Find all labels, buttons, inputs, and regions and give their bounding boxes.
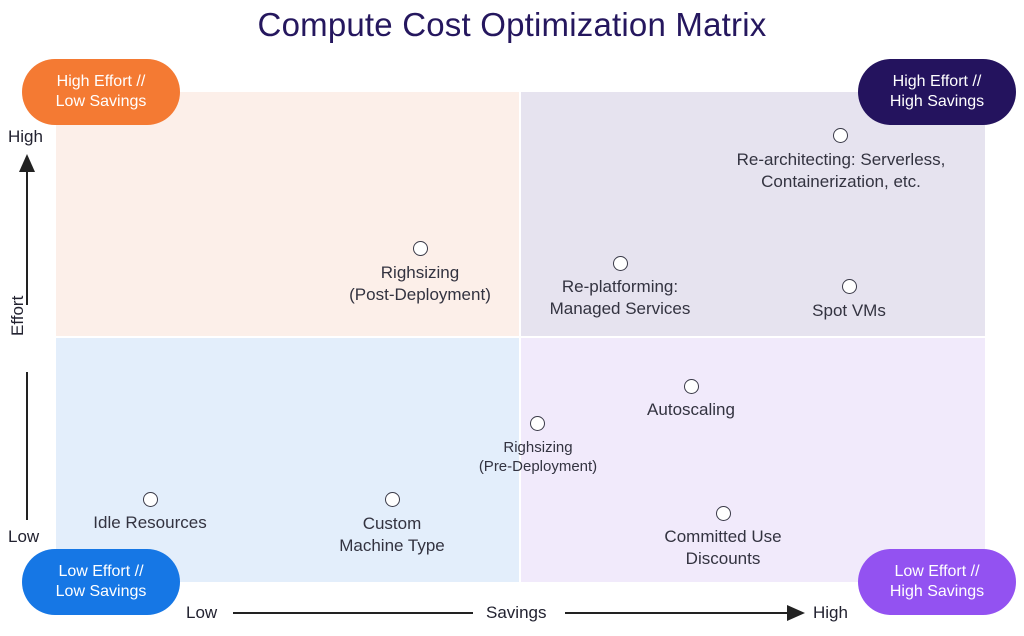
- quadrant-high-effort-low-savings: [56, 92, 519, 336]
- point-marker-rightsizing-post: [413, 241, 428, 256]
- point-label-rearchitecting: Re-architecting: Serverless, Containeriza…: [736, 150, 946, 191]
- quadrant-label-line1: Low Effort //: [58, 563, 144, 580]
- point-label-rightsizing-post: Righsizing (Post-Deployment): [349, 263, 491, 304]
- quadrant-low-effort-low-savings: [56, 338, 519, 582]
- point-label-autoscaling: Autoscaling: [647, 400, 735, 419]
- quadrant-label-low-effort-low-savings: Low Effort // Low Savings: [22, 549, 180, 615]
- quadrant-label-line1: High Effort //: [892, 73, 982, 90]
- quadrant-label-line2: Low Savings: [55, 93, 147, 110]
- x-axis-arrow-icon: [787, 605, 805, 621]
- point-marker-rearchitecting: [833, 128, 848, 143]
- y-axis-high-label: High: [8, 127, 43, 146]
- y-axis-title: Effort: [8, 295, 27, 336]
- quadrant-label-line2: High Savings: [889, 583, 985, 600]
- point-marker-autoscaling: [684, 379, 699, 394]
- quadrant-label-low-effort-high-savings: Low Effort // High Savings: [858, 549, 1016, 615]
- point-marker-idle-resources: [143, 492, 158, 507]
- y-axis-line-lower: [26, 372, 28, 520]
- quadrant-label-line1: Low Effort //: [894, 563, 980, 580]
- x-axis-low-label: Low: [186, 603, 218, 622]
- quadrant-label-line2: High Savings: [889, 93, 985, 110]
- quadrant-high-effort-high-savings: [521, 92, 985, 336]
- point-label-rightsizing-pre: Righsizing (Pre-Deployment): [478, 439, 598, 475]
- point-label-committed-use: Committed Use Discounts: [664, 527, 782, 568]
- x-axis-line-right: [565, 612, 791, 614]
- point-marker-replatforming: [613, 256, 628, 271]
- point-label-spot-vms: Spot VMs: [812, 301, 886, 320]
- x-axis-line-left: [233, 612, 473, 614]
- quadrant-label-line1: High Effort //: [56, 73, 146, 90]
- y-axis-arrow-icon: [19, 154, 35, 172]
- point-label-custom-machine-type: Custom Machine Type: [339, 514, 445, 555]
- page-title: Compute Cost Optimization Matrix: [257, 6, 767, 43]
- x-axis-high-label: High: [813, 603, 848, 622]
- y-axis-low-label: Low: [8, 527, 40, 546]
- y-axis-line-upper: [26, 172, 28, 305]
- quadrant-label-line2: Low Savings: [55, 583, 147, 600]
- point-label-idle-resources: Idle Resources: [93, 513, 207, 532]
- quadrant-label-high-effort-low-savings: High Effort // Low Savings: [22, 59, 180, 125]
- point-marker-committed-use: [716, 506, 731, 521]
- point-label-replatforming: Re-platforming: Managed Services: [549, 277, 691, 318]
- quadrant-low-effort-high-savings: [521, 338, 985, 582]
- point-marker-spot-vms: [842, 279, 857, 294]
- point-marker-custom-machine-type: [385, 492, 400, 507]
- x-axis-title: Savings: [486, 603, 547, 622]
- quadrant-label-high-effort-high-savings: High Effort // High Savings: [858, 59, 1016, 125]
- point-marker-rightsizing-pre: [530, 416, 545, 431]
